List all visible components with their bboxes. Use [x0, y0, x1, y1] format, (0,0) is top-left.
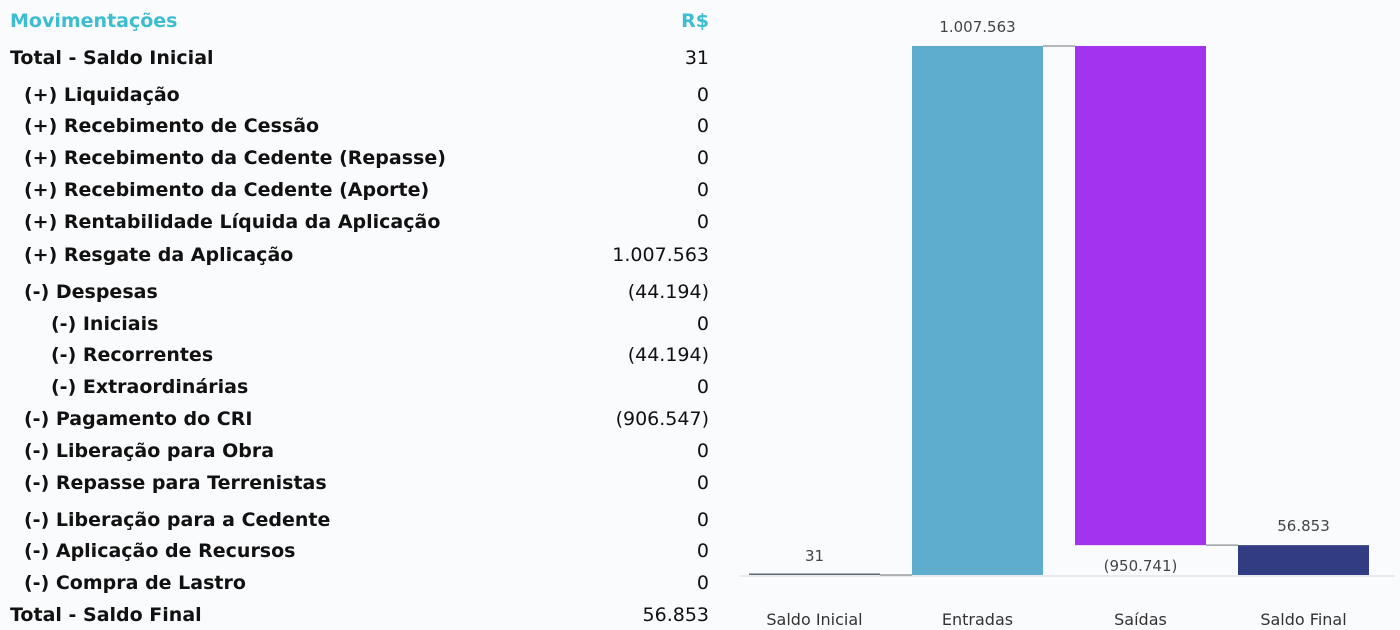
row-value: (906.547): [615, 408, 709, 430]
bar-entradas[interactable]: [912, 45, 1043, 575]
row-value: (44.194): [627, 344, 709, 366]
row-value: 0: [696, 84, 709, 106]
data-label: 31: [805, 547, 824, 565]
row-value: 0: [696, 147, 709, 169]
row-label: (+) Recebimento de Cessão: [24, 115, 320, 137]
row-label: (-) Despesas: [24, 281, 158, 303]
row-label: Total - Saldo Final: [10, 604, 202, 626]
row-label: Total - Saldo Inicial: [10, 47, 214, 69]
movements-table: Movimentações R$ Total - Saldo Inicial 31…: [0, 6, 730, 630]
row-value: 1.007.563: [612, 244, 709, 266]
row-label: (-) Recorrentes: [51, 344, 214, 366]
row-label: (-) Liberação para Obra: [24, 440, 275, 462]
chart-svg: 31 Saldo Inicial 1.007.563 Entradas (950.741…: [740, 18, 1395, 628]
table-row: (+) Recebimento da Cedente (Repasse) 0: [0, 143, 730, 173]
category-label: Saldo Inicial: [766, 610, 862, 628]
table-row: Total - Saldo Final 56.853: [0, 600, 730, 630]
data-label: 56.853: [1277, 517, 1330, 535]
table-row: (-) Recorrentes (44.194): [0, 340, 730, 370]
row-value: 0: [696, 376, 709, 398]
row-label: (-) Aplicação de Recursos: [24, 540, 296, 562]
table-row: (-) Despesas (44.194): [0, 277, 730, 307]
row-value: 0: [696, 313, 709, 335]
row-label: (-) Pagamento do CRI: [24, 408, 253, 430]
table-row: (-) Extraordinárias 0: [0, 372, 730, 402]
category-label: Entradas: [942, 610, 1013, 628]
category-label: Saldo Final: [1260, 610, 1346, 628]
header-movimentacoes: Movimentações: [10, 10, 178, 32]
data-label: (950.741): [1104, 557, 1178, 575]
row-value: (44.194): [627, 281, 709, 303]
table-row: (-) Liberação para a Cedente 0: [0, 505, 730, 535]
row-label: (+) Rentabilidade Líquida da Aplicação: [24, 211, 441, 233]
row-label: (+) Resgate da Aplicação: [24, 244, 294, 266]
data-label: 1.007.563: [939, 18, 1015, 36]
table-row: (+) Liquidação 0: [0, 80, 730, 110]
row-label: (-) Iniciais: [51, 313, 159, 335]
row-value: 0: [696, 440, 709, 462]
table-row: (-) Pagamento do CRI (906.547): [0, 404, 730, 434]
table-row: (-) Repasse para Terrenistas 0: [0, 468, 730, 498]
header-currency: R$: [681, 10, 709, 32]
row-value: 31: [684, 47, 709, 69]
row-value: 0: [696, 211, 709, 233]
table-header: Movimentações R$: [0, 6, 730, 36]
row-label: (+) Recebimento da Cedente (Aporte): [24, 179, 430, 201]
table-row: (+) Recebimento de Cessão 0: [0, 111, 730, 141]
row-label: (+) Recebimento da Cedente (Repasse): [24, 147, 446, 169]
bar-saldo-inicial[interactable]: [749, 573, 880, 576]
bar-sa-das[interactable]: [1075, 45, 1206, 546]
table-row: (-) Iniciais 0: [0, 309, 730, 339]
bar-saldo-final[interactable]: [1238, 545, 1369, 575]
row-value: 0: [696, 540, 709, 562]
table-row: Total - Saldo Inicial 31: [0, 43, 730, 73]
row-value: 0: [696, 179, 709, 201]
row-value: 0: [696, 572, 709, 594]
row-value: 0: [696, 115, 709, 137]
category-label: Saídas: [1114, 610, 1167, 628]
row-label: (+) Liquidação: [24, 84, 180, 106]
row-label: (-) Liberação para a Cedente: [24, 509, 331, 531]
table-row: (-) Aplicação de Recursos 0: [0, 536, 730, 566]
table-row: (+) Resgate da Aplicação 1.007.563: [0, 240, 730, 270]
waterfall-chart: 31 Saldo Inicial 1.007.563 Entradas (950.741…: [730, 0, 1400, 628]
row-label: (-) Compra de Lastro: [24, 572, 246, 594]
table-row: (+) Recebimento da Cedente (Aporte) 0: [0, 175, 730, 205]
table-row: (-) Liberação para Obra 0: [0, 436, 730, 466]
table-row: (+) Rentabilidade Líquida da Aplicação 0: [0, 207, 730, 237]
table-row: (-) Compra de Lastro 0: [0, 568, 730, 598]
row-label: (-) Repasse para Terrenistas: [24, 472, 327, 494]
row-value: 0: [696, 472, 709, 494]
row-value: 0: [696, 509, 709, 531]
row-label: (-) Extraordinárias: [51, 376, 249, 398]
row-value: 56.853: [642, 604, 709, 626]
